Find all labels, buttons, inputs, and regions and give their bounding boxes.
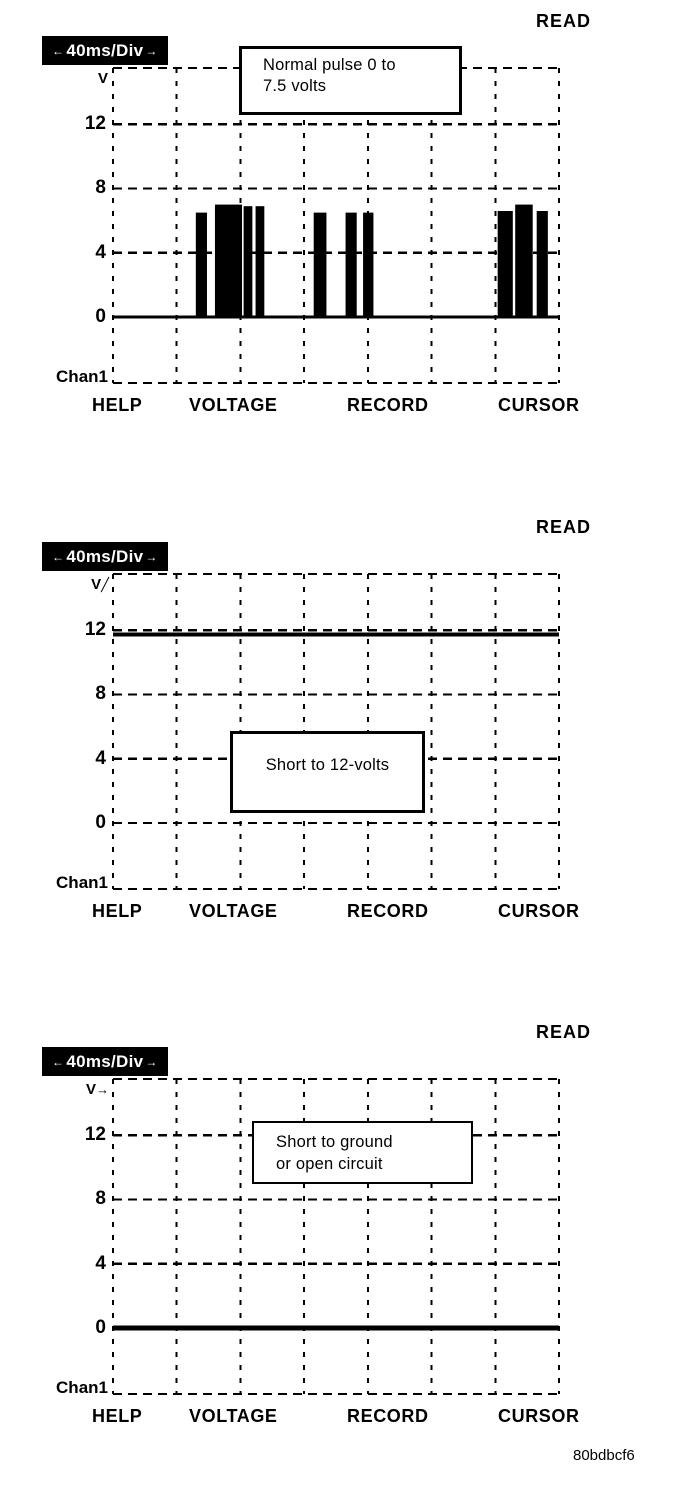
menu-item-cursor[interactable]: CURSOR (498, 901, 580, 921)
annotation-box: Normal pulse 0 to 7.5 volts (239, 46, 462, 115)
y-tick-4: 4 (95, 1253, 106, 1274)
timebase-badge: ← 40ms/Div → (42, 36, 168, 65)
figure-code: 80bdbcf6 (573, 1447, 635, 1464)
menu-item-record[interactable]: RECORD (347, 395, 429, 415)
menu-item-help[interactable]: HELP (92, 395, 143, 415)
annotation-box: Short to ground or open circuit (252, 1121, 473, 1184)
timebase-badge: ← 40ms/Div → (42, 542, 168, 571)
y-tick-8: 8 (95, 1188, 106, 1209)
channel-label: Chan1 (56, 873, 108, 892)
y-tick-4: 4 (95, 748, 106, 769)
timebase-badge: ← 40ms/Div → (42, 1047, 168, 1076)
trigger-marker-icon: → (96, 1082, 109, 1097)
read-status-label: READ (536, 11, 592, 31)
menu-item-voltage[interactable]: VOLTAGE (189, 395, 278, 415)
menu-item-voltage[interactable]: VOLTAGE (189, 1406, 278, 1426)
timebase-label: 40ms/Div (66, 40, 144, 60)
menu-item-help[interactable]: HELP (92, 901, 143, 921)
left-arrow-icon: ← (52, 1054, 65, 1069)
y-tick-4: 4 (95, 242, 106, 263)
annotation-line: or open circuit (276, 1155, 383, 1173)
annotation-line: Normal pulse 0 to (263, 56, 396, 74)
waveform-canvas (112, 1077, 560, 1396)
y-tick-12: 12 (84, 1124, 106, 1145)
timebase-label: 40ms/Div (66, 1051, 144, 1071)
scope-panel-short-to-ground: READ ← 40ms/Div → V→ 12 8 4 0 Chan1 HELP… (0, 1011, 688, 1451)
voltage-axis-unit: V╱ (91, 576, 109, 593)
right-arrow-icon: → (145, 1054, 158, 1069)
left-arrow-icon: ← (52, 549, 65, 564)
y-tick-0: 0 (95, 812, 106, 833)
y-tick-8: 8 (95, 177, 106, 198)
voltage-axis-unit: V (97, 70, 108, 87)
read-status-label: READ (536, 1022, 592, 1042)
menu-item-record[interactable]: RECORD (347, 1406, 429, 1426)
annotation-line: Short to ground (276, 1133, 393, 1151)
menu-item-record[interactable]: RECORD (347, 901, 429, 921)
right-arrow-icon: → (145, 43, 158, 58)
left-arrow-icon: ← (52, 43, 65, 58)
y-tick-0: 0 (95, 306, 106, 327)
scope-panel-short-to-12v: READ ← 40ms/Div → V╱ 12 8 4 0 Chan1 HELP… (0, 506, 688, 946)
right-arrow-icon: → (145, 549, 158, 564)
waveform-canvas (112, 66, 560, 385)
y-tick-0: 0 (95, 1317, 106, 1338)
annotation-line: 7.5 volts (263, 77, 327, 95)
annotation-box: Short to 12-volts (230, 731, 425, 813)
timebase-label: 40ms/Div (66, 546, 144, 566)
y-tick-12: 12 (84, 113, 106, 134)
voltage-axis-unit: V→ (85, 1081, 109, 1098)
menu-item-voltage[interactable]: VOLTAGE (189, 901, 278, 921)
annotation-line: Short to 12-volts (265, 756, 390, 774)
menu-item-cursor[interactable]: CURSOR (498, 395, 580, 415)
channel-label: Chan1 (56, 1378, 108, 1397)
trigger-marker-icon: ╱ (101, 577, 109, 592)
read-status-label: READ (536, 517, 592, 537)
scope-panel-normal-pulse: READ ← 40ms/Div → V 12 8 4 0 Chan1 HELP … (0, 0, 688, 440)
y-tick-8: 8 (95, 683, 106, 704)
channel-label: Chan1 (56, 367, 108, 386)
menu-item-cursor[interactable]: CURSOR (498, 1406, 580, 1426)
menu-item-help[interactable]: HELP (92, 1406, 143, 1426)
y-tick-12: 12 (84, 619, 106, 640)
